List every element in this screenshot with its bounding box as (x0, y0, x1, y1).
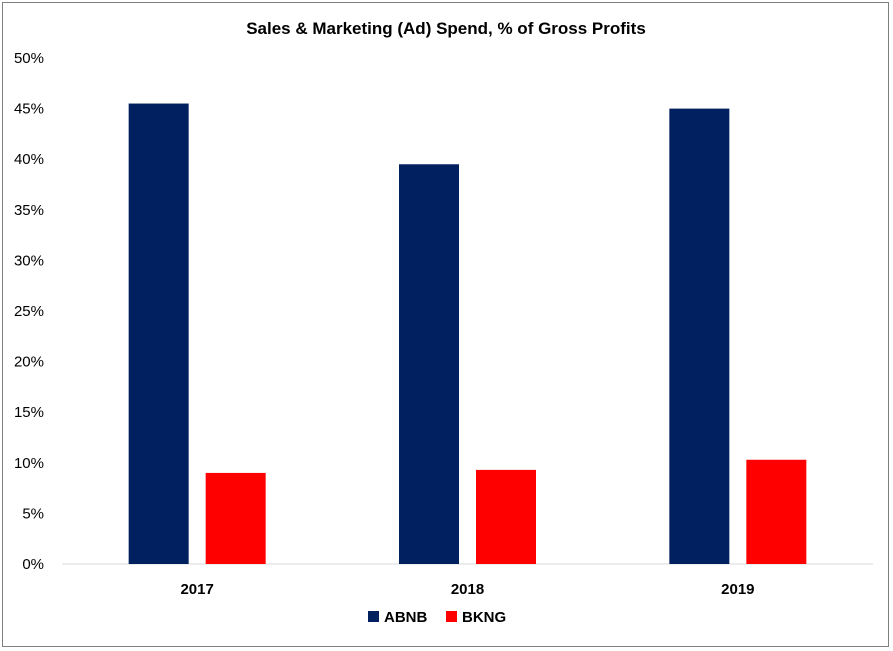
y-tick-label: 5% (22, 505, 44, 522)
bar-bkng-2018 (476, 469, 536, 564)
chart-title: Sales & Marketing (Ad) Spend, % of Gross… (246, 19, 646, 38)
x-category-label: 2018 (451, 581, 484, 598)
bar-bkng-2017 (205, 472, 266, 564)
legend-label-abnb: ABNB (384, 609, 427, 626)
y-tick-label: 45% (14, 101, 44, 118)
legend: ABNB BKNG (368, 609, 506, 626)
x-category-label: 2017 (180, 581, 213, 598)
y-tick-label: 25% (14, 303, 44, 320)
y-tick-label: 30% (14, 252, 44, 269)
y-axis-ticks: 0% 5% 10% 15% 20% 25% 30% 35% 40% 45% 50% (14, 50, 44, 573)
x-axis-categories: 2017 2018 2019 (180, 581, 754, 598)
x-category-label: 2019 (721, 581, 754, 598)
legend-swatch-bkng (446, 611, 457, 622)
bar-bkng-2019 (746, 459, 807, 564)
bar-abnb-2017 (128, 103, 189, 564)
y-tick-label: 40% (14, 151, 44, 168)
y-tick-label: 35% (14, 202, 44, 219)
legend-label-bkng: BKNG (462, 609, 506, 626)
y-tick-label: 10% (14, 455, 44, 472)
bar-abnb-2018 (399, 164, 459, 564)
legend-swatch-abnb (368, 611, 379, 622)
y-tick-label: 15% (14, 404, 44, 421)
bars (128, 103, 807, 564)
y-tick-label: 0% (22, 556, 44, 573)
bar-abnb-2019 (669, 108, 730, 564)
y-tick-label: 20% (14, 354, 44, 371)
y-tick-label: 50% (14, 50, 44, 67)
